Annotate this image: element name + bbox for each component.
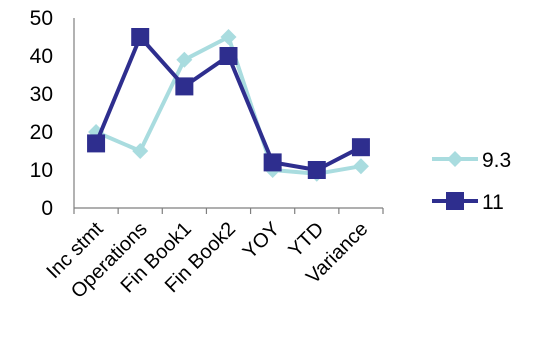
data-point bbox=[87, 134, 106, 153]
data-point bbox=[351, 138, 370, 157]
legend-label: 11 bbox=[482, 191, 504, 214]
data-point bbox=[175, 77, 194, 96]
legend-item: 11 bbox=[432, 191, 504, 214]
data-point bbox=[307, 161, 326, 179]
data-point bbox=[220, 29, 237, 45]
x-tick-marks bbox=[73, 208, 384, 214]
y-tick-label: 20 bbox=[30, 121, 53, 144]
data-point bbox=[219, 47, 238, 65]
legend-marker bbox=[447, 151, 463, 167]
data-point bbox=[263, 153, 282, 172]
data-point bbox=[132, 143, 149, 159]
legend-label: 9.3 bbox=[482, 149, 511, 172]
data-point bbox=[131, 28, 150, 46]
y-tick-label: 10 bbox=[30, 159, 53, 182]
legend-marker bbox=[446, 192, 464, 210]
x-tick-label: YOY bbox=[239, 218, 284, 263]
data-point bbox=[176, 51, 193, 68]
y-tick-label: 50 bbox=[30, 7, 53, 30]
series-group bbox=[87, 28, 370, 182]
data-point bbox=[352, 158, 369, 175]
y-tick-label: 0 bbox=[41, 197, 53, 220]
legend-item: 9.3 bbox=[432, 149, 511, 172]
y-tick-labels: 0 10 20 30 40 50 bbox=[30, 7, 53, 220]
legend: 9.3 11 bbox=[432, 149, 511, 214]
y-tick-label: 30 bbox=[30, 83, 53, 106]
y-tick-label: 40 bbox=[30, 45, 53, 68]
series-2 bbox=[87, 28, 370, 179]
